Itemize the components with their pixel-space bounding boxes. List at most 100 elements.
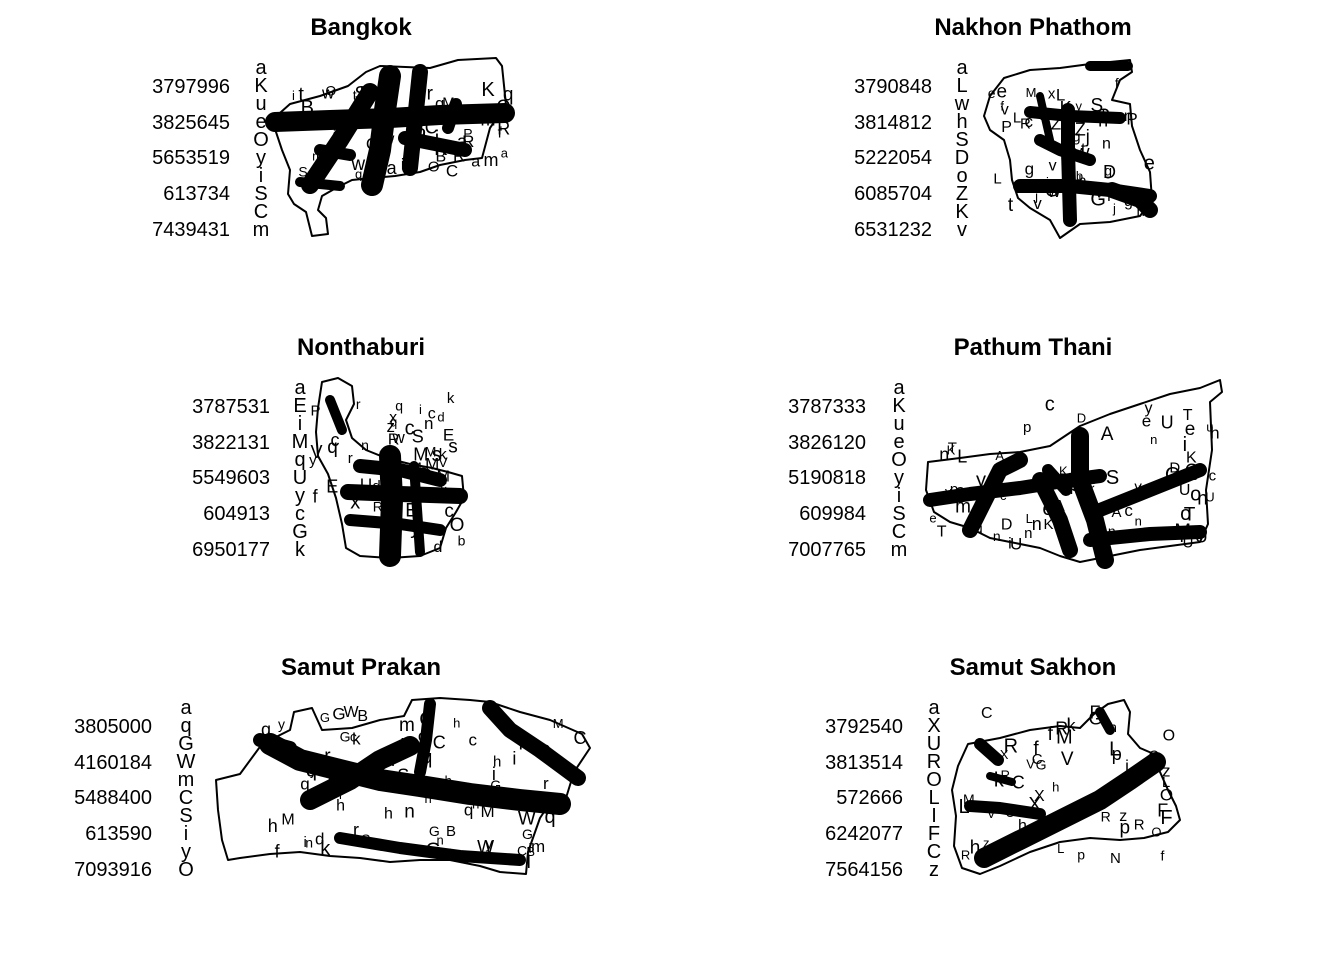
feature-label: g xyxy=(1072,128,1080,145)
feature-label: X xyxy=(1000,747,1009,762)
feature-label: f xyxy=(1040,98,1045,115)
feature-label: l xyxy=(527,852,531,872)
feature-label: m xyxy=(481,110,496,130)
feature-label: O xyxy=(325,83,336,99)
feature-label: R xyxy=(1020,116,1031,133)
feature-label: G xyxy=(490,777,501,793)
feature-label: i xyxy=(435,128,439,150)
legend-value: 3814812 xyxy=(854,112,932,134)
feature-label: r xyxy=(356,396,361,412)
feature-label: S xyxy=(416,465,428,485)
feature-label: n xyxy=(1137,203,1145,220)
feature-label: h xyxy=(453,716,460,731)
legend-symbol: q xyxy=(180,715,191,737)
feature-label: p xyxy=(1120,818,1131,839)
legend-value: 5222054 xyxy=(854,147,932,169)
feature-label: w xyxy=(1047,182,1061,201)
feature-label: b xyxy=(446,109,454,125)
legend-symbol: K xyxy=(955,201,969,223)
feature-label: e xyxy=(1007,453,1015,470)
legend-symbol: a xyxy=(180,697,192,719)
feature-label: y xyxy=(1194,463,1202,480)
feature-label: M xyxy=(281,811,294,828)
legend-value: 7007765 xyxy=(788,539,866,561)
feature-label: e xyxy=(1144,153,1155,175)
feature-label: n xyxy=(436,833,443,848)
feature-label: e xyxy=(1185,419,1196,440)
feature-label: f xyxy=(1161,848,1165,864)
feature-label: S xyxy=(412,426,424,446)
feature-label: P xyxy=(410,137,421,154)
feature-label: h xyxy=(384,806,393,823)
feature-label: C xyxy=(1149,747,1159,763)
feature-label: C xyxy=(981,705,993,722)
feature-label: R xyxy=(1101,809,1111,825)
feature-label: M xyxy=(481,802,495,821)
feature-label: y xyxy=(393,509,400,525)
feature-label: R xyxy=(497,119,510,139)
feature-label: a xyxy=(387,158,398,178)
feature-label: v xyxy=(1066,183,1075,203)
feature-label: h xyxy=(1040,107,1048,124)
feature-label: W xyxy=(518,809,536,830)
feature-label: m xyxy=(1137,480,1153,501)
feature-label: i xyxy=(1008,535,1012,552)
feature-label: S xyxy=(397,766,409,786)
legend-symbol: w xyxy=(954,93,970,115)
feature-label: K xyxy=(947,442,956,457)
feature-label: g xyxy=(1104,163,1112,179)
legend-symbol: e xyxy=(893,431,904,453)
feature-label: y xyxy=(410,518,420,539)
feature-label: C xyxy=(444,846,453,861)
legend-symbol: L xyxy=(956,75,967,97)
feature-label: X xyxy=(1034,788,1045,805)
feature-label: r xyxy=(348,450,353,467)
feature-label: R xyxy=(382,125,394,144)
feature-label: V xyxy=(987,806,996,821)
legend-symbol: S xyxy=(179,805,192,827)
legend: 3797996 3825645 5653519 613734 7439431 a… xyxy=(152,57,269,241)
feature-label: u xyxy=(415,124,426,146)
feature-label: R xyxy=(453,146,465,165)
feature-label: h xyxy=(336,797,345,814)
feature-label: M xyxy=(1174,521,1191,543)
feature-label: V xyxy=(1026,757,1035,772)
panel-title: Bangkok xyxy=(310,14,412,41)
feature-label: K xyxy=(1060,98,1072,118)
panel-samut-sakhon: Samut Sakhon 3792540 3813514 572666 6242… xyxy=(825,654,1181,881)
feature-label: L xyxy=(1026,511,1033,526)
feature-label: B xyxy=(301,97,314,119)
road-network xyxy=(923,427,1207,569)
feature-label: j xyxy=(1045,175,1049,190)
feature-label: h xyxy=(1018,818,1027,835)
feature-label: t xyxy=(353,87,357,103)
feature-label: a xyxy=(333,123,341,139)
feature-label: P xyxy=(381,102,393,122)
feature-label: c xyxy=(405,418,415,440)
feature-label: p xyxy=(1093,531,1102,550)
feature-label: v xyxy=(1134,478,1142,495)
feature-label: i xyxy=(339,787,342,802)
feature-label: n xyxy=(1197,489,1208,510)
feature-label: P xyxy=(310,403,320,420)
feature-label: K xyxy=(1059,464,1068,479)
feature-label: G xyxy=(340,728,351,744)
legend-value: 3825645 xyxy=(152,112,230,134)
feature-label: M xyxy=(409,460,422,477)
feature-label: u xyxy=(1206,420,1213,435)
feature-label: K xyxy=(1043,516,1053,533)
feature-label: D xyxy=(1103,162,1116,182)
feature-label: M xyxy=(943,490,956,507)
feature-label: R xyxy=(462,132,474,151)
feature-label: P xyxy=(369,153,382,174)
feature-label: d xyxy=(385,500,394,517)
feature-label: c xyxy=(1024,112,1033,131)
legend-symbol: C xyxy=(179,787,193,809)
feature-label: A xyxy=(1054,498,1065,515)
legend-symbol: U xyxy=(293,467,307,489)
feature-label: W xyxy=(477,837,494,857)
legend-value: 6242077 xyxy=(825,823,903,845)
